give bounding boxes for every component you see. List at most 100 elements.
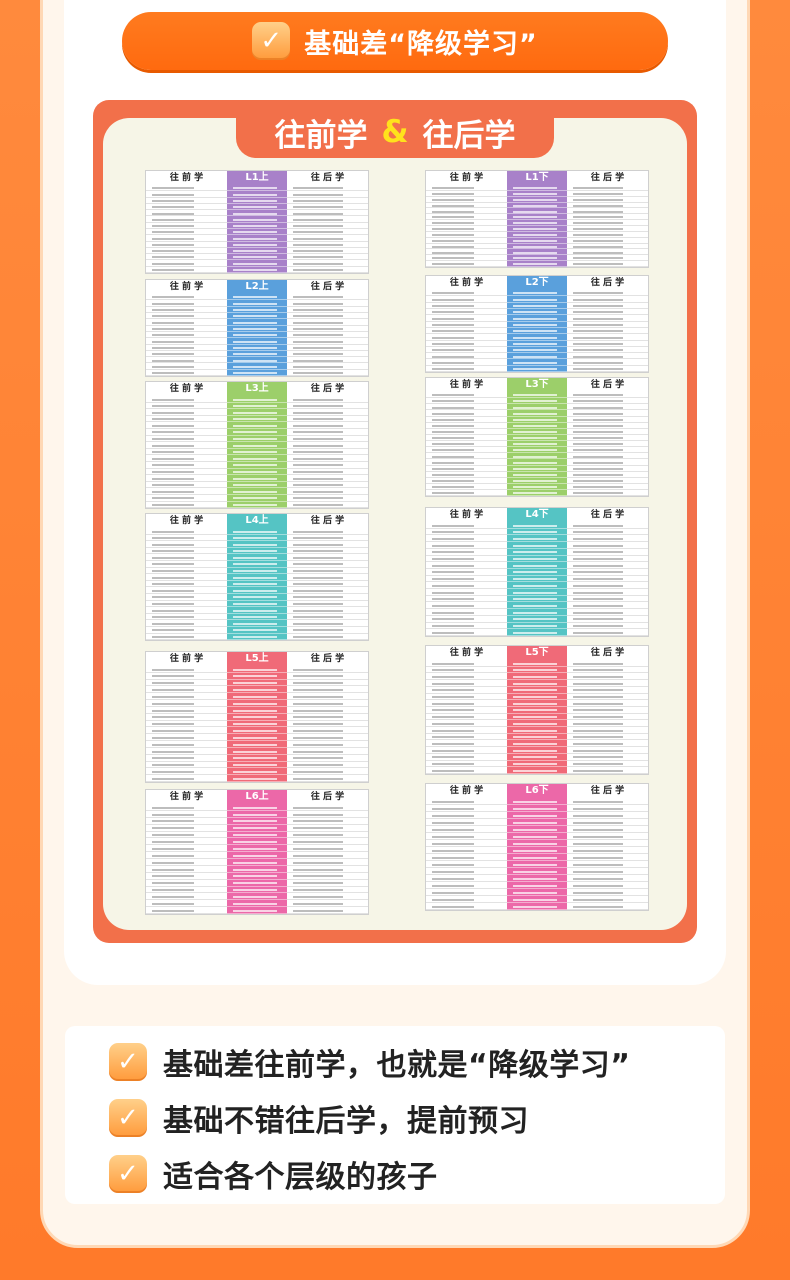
- sheet-row-line: [227, 762, 287, 769]
- sheet-row-line: [146, 811, 227, 818]
- sheet-row-line: [426, 673, 507, 681]
- sheet-row-line: [507, 309, 567, 316]
- sheet-row-line: [567, 453, 648, 460]
- sheet-row-line: [227, 248, 287, 255]
- sheet-row-line: [567, 896, 648, 903]
- sheet-row-line: [426, 303, 507, 309]
- sheet-header: 往 前 学 L5上 往 后 学: [146, 652, 368, 666]
- sheet-row-line: [146, 351, 227, 358]
- level-sheet: 往 前 学 L3上 往 后 学: [145, 381, 369, 509]
- sheet-rows: [146, 185, 368, 273]
- sheet-row-line: [227, 462, 287, 469]
- sheet-row-line: [146, 607, 227, 614]
- sheet-row-line: [567, 609, 648, 616]
- sheet-row-line: [227, 755, 287, 762]
- sheet-row-line: [507, 660, 567, 667]
- sheet-row-line: [507, 602, 567, 610]
- sheet-row-line: [426, 366, 507, 373]
- sheet-row-line: [567, 238, 648, 244]
- sheet-row-line: [146, 403, 227, 410]
- benefit-item: ✓ 基础差往前学，也就是“降级学习”: [109, 1040, 630, 1084]
- sheet-row-line: [287, 436, 368, 443]
- sheet-row-line: [227, 900, 287, 908]
- sheet-row-line: [287, 235, 368, 242]
- sheet-row-line: [426, 542, 507, 549]
- sheet-row-line: [426, 714, 507, 721]
- sheet-row-line: [567, 334, 648, 341]
- sheet-row-line: [507, 589, 567, 596]
- col-right-label: 往 后 学: [590, 648, 625, 658]
- sheet-row-line: [287, 482, 368, 489]
- sheet-row-line: [507, 833, 567, 840]
- sheet-row-line: [287, 528, 368, 535]
- sheet-row-line: [567, 347, 648, 354]
- sheet-row-line: [567, 754, 648, 761]
- sheet-row-line: [567, 185, 648, 191]
- sheet-rows: [426, 660, 648, 774]
- sheet-row-line: [227, 859, 287, 866]
- sheet-row-line: [507, 680, 567, 687]
- sheet-row-line: [507, 232, 567, 238]
- sheet-row-line: [507, 720, 567, 728]
- sheet-header: 往 前 学 L1上 往 后 学: [146, 171, 368, 185]
- sheet-row-line: [146, 502, 227, 509]
- sheet-row-line: [287, 535, 368, 542]
- sheet-row-line: [146, 332, 227, 339]
- sheet-row-line: [426, 840, 507, 847]
- sheet-row-line: [146, 338, 227, 345]
- sheet-row-line: [287, 748, 368, 755]
- sheet-row-line: [567, 694, 648, 701]
- sheet-row-line: [287, 607, 368, 614]
- sheet-row-line: [227, 707, 287, 714]
- sheet-row-line: [426, 398, 507, 405]
- sheet-row-line: [227, 475, 287, 482]
- sheet-row-line: [507, 359, 567, 366]
- sheet-row-line: [287, 416, 368, 423]
- sheet-row-line: [287, 673, 368, 680]
- level-sheet: 往 前 学 L5下 往 后 学: [425, 645, 649, 775]
- sheet-row-line: [507, 334, 567, 341]
- sheet-row-line: [426, 334, 507, 341]
- sheet-row-line: [567, 767, 648, 774]
- sheet-row-line: [227, 852, 287, 859]
- sheet-row-line: [146, 242, 227, 248]
- sheet-row-line: [287, 887, 368, 894]
- sheet-row-line: [287, 852, 368, 859]
- sheet-row-line: [146, 475, 227, 482]
- sheet-row-line: [227, 825, 287, 832]
- sheet-row-line: [426, 680, 507, 687]
- level-label: L5下: [507, 646, 567, 660]
- sheet-row-line: [426, 569, 507, 576]
- sheet-row-line: [507, 322, 567, 328]
- sheet-row-line: [507, 347, 567, 354]
- sheet-row-line: [146, 436, 227, 443]
- level-label: L1下: [507, 171, 567, 185]
- sheet-row-line: [287, 574, 368, 581]
- sheet-row-line: [426, 466, 507, 472]
- sheet-row-line: [146, 357, 227, 364]
- sheet-row-line: [146, 859, 227, 866]
- sheet-row-line: [426, 522, 507, 529]
- sheet-row-line: [287, 707, 368, 714]
- col-right-label: 往 后 学: [310, 282, 345, 292]
- col-right-label: 往 后 学: [590, 278, 625, 288]
- sheet-row-line: [227, 235, 287, 242]
- sheet-row-line: [426, 602, 507, 610]
- sheet-row-line: [146, 548, 227, 555]
- sheet-row-line: [287, 693, 368, 701]
- sheet-row-line: [567, 805, 648, 812]
- sheet-row-line: [146, 216, 227, 223]
- sheet-row-line: [567, 687, 648, 694]
- sheet-row-line: [426, 341, 507, 347]
- sheet-row-line: [567, 429, 648, 435]
- sheet-row-line: [146, 893, 227, 901]
- sheet-row-line: [507, 875, 567, 882]
- sheet-row-line: [426, 197, 507, 203]
- sheet-row-line: [567, 840, 648, 847]
- sheet-row-line: [507, 854, 567, 861]
- sheet-row-line: [426, 459, 507, 466]
- sheet-row-line: [567, 398, 648, 405]
- sheet-row-line: [227, 845, 287, 853]
- sheet-row-line: [287, 601, 368, 608]
- sheet-row-line: [507, 220, 567, 227]
